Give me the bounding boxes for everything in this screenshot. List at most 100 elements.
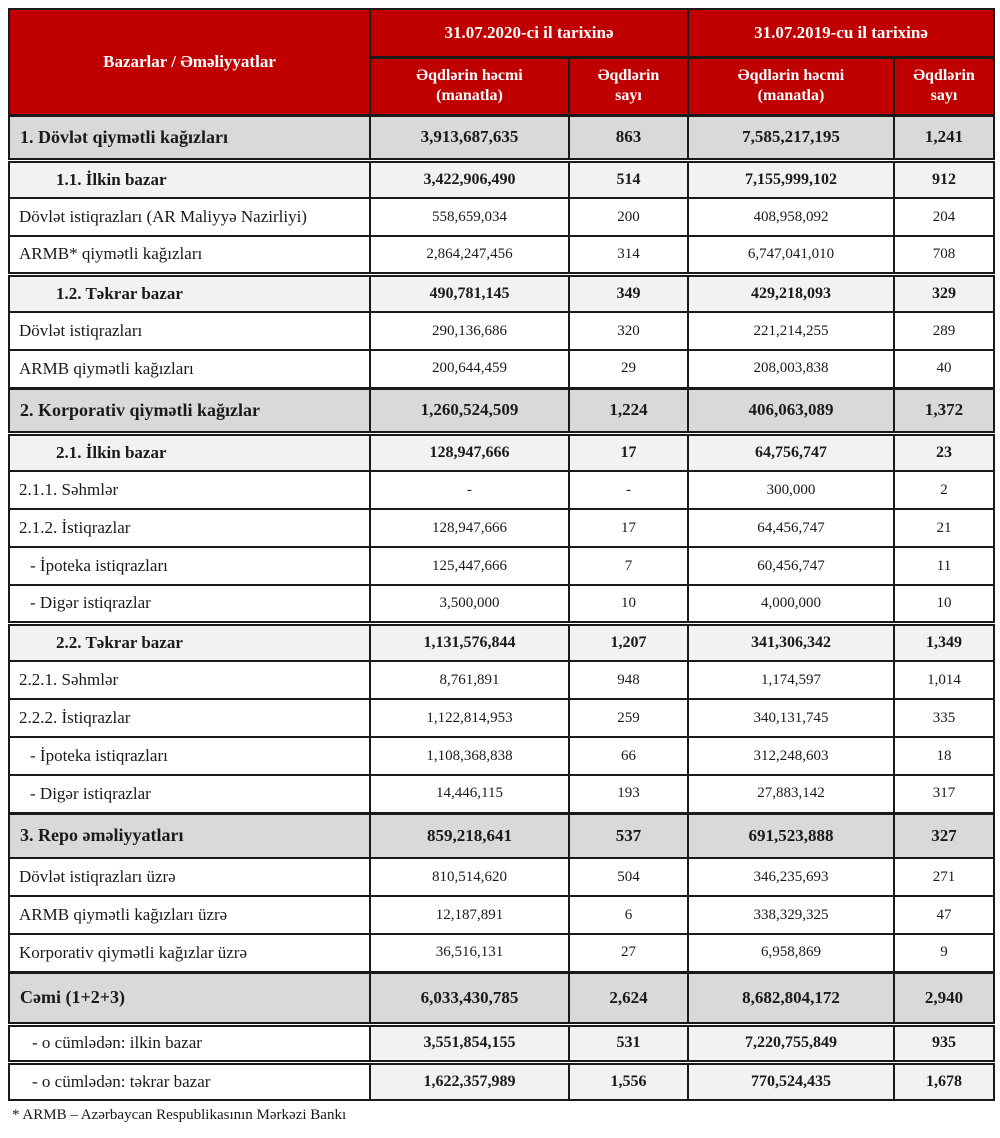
row-label: 2.2.1. Səhmlər: [8, 660, 371, 700]
row-value-c2020: -: [568, 470, 689, 510]
row-value-c2020: 1,224: [568, 386, 689, 434]
row-label: - Digər istiqrazlar: [8, 584, 371, 624]
table-row: - Digər istiqrazlar 3,500,000 10 4,000,000 1…: [8, 584, 996, 624]
row-value-v2020: 3,500,000: [369, 584, 570, 624]
row-value-c2020: 6: [568, 895, 689, 935]
table-row: Dövlət istiqrazları üzrə 810,514,620 504 34…: [8, 857, 996, 897]
table-row: - o cümlədən: ilkin bazar 3,551,854,155 53…: [8, 1021, 996, 1063]
row-value-v2020: 3,913,687,635: [369, 113, 570, 161]
row-value-c2019: 204: [892, 197, 996, 237]
row-value-v2019: 7,585,217,195: [687, 113, 895, 161]
row-label: 2.1.2. İstiqrazlar: [8, 508, 371, 548]
row-label: - İpoteka istiqrazları: [8, 546, 371, 586]
row-value-c2020: 514: [568, 157, 689, 199]
row-value-c2019: 23: [892, 430, 996, 472]
table-row: Dövlət istiqrazları (AR Maliyyə Nazirliy…: [8, 197, 996, 237]
row-label: - Digər istiqrazlar: [8, 774, 371, 814]
row-value-c2019: 935: [892, 1021, 996, 1063]
row-value-c2019: 317: [892, 774, 996, 814]
row-value-v2019: 6,747,041,010: [687, 235, 895, 275]
row-value-c2020: 1,556: [568, 1059, 689, 1101]
row-value-c2020: 193: [568, 774, 689, 814]
row-label: Cəmi (1+2+3): [8, 970, 371, 1025]
row-value-c2019: 329: [892, 271, 996, 313]
row-value-c2020: 537: [568, 811, 689, 859]
row-label: 3. Repo əməliyyatları: [8, 811, 371, 859]
row-label: ARMB qiymətli kağızları üzrə: [8, 895, 371, 935]
row-value-c2019: 335: [892, 698, 996, 738]
table-header: Bazarlar / Əməliyyatlar 31.07.2020-ci il…: [8, 8, 996, 117]
row-value-v2019: 64,756,747: [687, 430, 895, 472]
row-value-c2019: 1,014: [892, 660, 996, 700]
row-label: 1.2. Təkrar bazar: [8, 271, 371, 313]
row-value-c2019: 10: [892, 584, 996, 624]
row-value-c2020: 66: [568, 736, 689, 776]
row-label: Dövlət istiqrazları: [8, 311, 371, 351]
row-value-v2020: 8,761,891: [369, 660, 570, 700]
table-row: 1.2. Təkrar bazar 490,781,145 349 429,218,0…: [8, 271, 996, 313]
row-value-v2019: 64,456,747: [687, 508, 895, 548]
table-row: 1. Dövlət qiymətli kağızları 3,913,687,63…: [8, 113, 996, 161]
table-row: - o cümlədən: təkrar bazar 1,622,357,989 1…: [8, 1059, 996, 1101]
column-header-volume-2019: Əqdlərin həcmi (manatla): [687, 56, 895, 117]
row-value-v2019: 1,174,597: [687, 660, 895, 700]
row-value-c2020: 27: [568, 933, 689, 973]
table-row: - İpoteka istiqrazları 125,447,666 7 60,456…: [8, 546, 996, 586]
table-row: 1.1. İlkin bazar 3,422,906,490 514 7,155,99…: [8, 157, 996, 199]
row-label: Korporativ qiymətli kağızlar üzrə: [8, 933, 371, 973]
table-row: 2.2.1. Səhmlər 8,761,891 948 1,174,597 1,014: [8, 660, 996, 700]
row-value-c2020: 17: [568, 508, 689, 548]
row-label: 2.2.2. İstiqrazlar: [8, 698, 371, 738]
row-value-v2020: 128,947,666: [369, 508, 570, 548]
row-value-v2019: 338,329,325: [687, 895, 895, 935]
row-label: 2.1. İlkin bazar: [8, 430, 371, 472]
table-row: ARMB* qiymətli kağızları 2,864,247,456 314…: [8, 235, 996, 275]
row-value-v2019: 406,063,089: [687, 386, 895, 434]
table-row: - Digər istiqrazlar 14,446,115 193 27,883,1…: [8, 774, 996, 814]
column-header-markets-operations: Bazarlar / Əməliyyatlar: [8, 8, 371, 117]
row-value-c2019: 1,678: [892, 1059, 996, 1101]
table-row: 3. Repo əməliyyatları 859,218,641 537 691,5…: [8, 811, 996, 859]
table-row: - İpoteka istiqrazları 1,108,368,838 66 312…: [8, 736, 996, 776]
column-group-2019: 31.07.2019-cu il tarixinə: [686, 8, 996, 59]
table-row: 2.2. Təkrar bazar 1,131,576,844 1,207 341,3…: [8, 620, 996, 662]
table-row: 2.1. İlkin bazar 128,947,666 17 64,756,747 2…: [8, 430, 996, 472]
row-label: - İpoteka istiqrazları: [8, 736, 371, 776]
row-value-c2020: 504: [568, 857, 689, 897]
row-value-c2019: 18: [892, 736, 996, 776]
row-value-c2019: 2: [892, 470, 996, 510]
row-label: - o cümlədən: ilkin bazar: [8, 1021, 371, 1063]
table-row: ARMB qiymətli kağızları üzrə 12,187,891 6 3…: [8, 895, 996, 935]
row-value-c2020: 314: [568, 235, 689, 275]
row-value-v2019: 4,000,000: [687, 584, 895, 624]
table-row: 2.1.1. Səhmlər - -300,000 2: [8, 470, 996, 510]
row-value-v2019: 312,248,603: [687, 736, 895, 776]
row-value-c2019: 21: [892, 508, 996, 548]
row-value-v2020: -: [369, 470, 570, 510]
row-value-c2020: 863: [568, 113, 689, 161]
row-value-v2019: 341,306,342: [687, 620, 895, 662]
row-value-c2020: 200: [568, 197, 689, 237]
row-value-c2020: 349: [568, 271, 689, 313]
row-value-v2020: 125,447,666: [369, 546, 570, 586]
table-body: 1. Dövlət qiymətli kağızları 3,913,687,63…: [8, 113, 996, 1101]
table-row: 2.2.2. İstiqrazlar 1,122,814,953 259 340,13…: [8, 698, 996, 738]
row-label: 2.2. Təkrar bazar: [8, 620, 371, 662]
row-value-c2019: 912: [892, 157, 996, 199]
row-label: - o cümlədən: təkrar bazar: [8, 1059, 371, 1101]
column-group-2020: 31.07.2020-ci il tarixinə: [369, 8, 689, 59]
row-value-v2020: 3,551,854,155: [369, 1021, 570, 1063]
row-value-v2019: 8,682,804,172: [687, 970, 895, 1025]
row-value-v2020: 36,516,131: [369, 933, 570, 973]
row-value-c2020: 7: [568, 546, 689, 586]
row-value-v2019: 408,958,092: [687, 197, 895, 237]
row-value-c2019: 289: [892, 311, 996, 351]
row-value-v2020: 490,781,145: [369, 271, 570, 313]
row-label: 2. Korporativ qiymətli kağızlar: [8, 386, 371, 434]
row-value-v2020: 1,260,524,509: [369, 386, 570, 434]
row-value-c2019: 2,940: [892, 970, 996, 1025]
row-label: ARMB* qiymətli kağızları: [8, 235, 371, 275]
row-label: 1. Dövlət qiymətli kağızları: [8, 113, 371, 161]
row-value-c2019: 9: [892, 933, 996, 973]
